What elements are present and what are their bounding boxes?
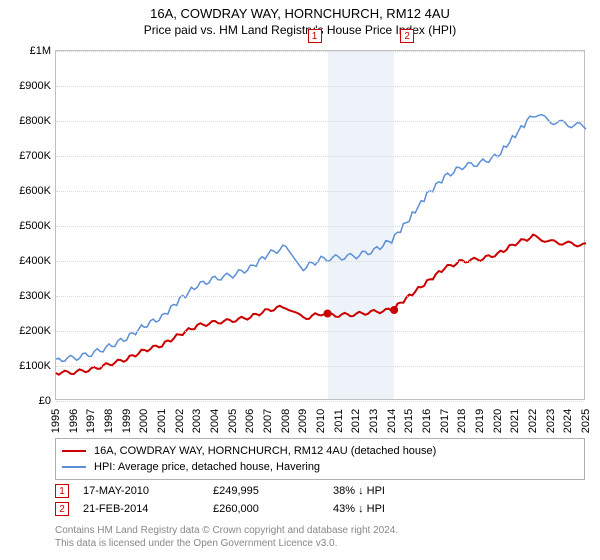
- series-hpi: [56, 115, 586, 362]
- x-axis-label: 2006: [244, 409, 256, 433]
- sales-marker: 2: [55, 502, 69, 516]
- title-block: 16A, COWDRAY WAY, HORNCHURCH, RM12 4AU P…: [0, 0, 600, 37]
- legend-box: 16A, COWDRAY WAY, HORNCHURCH, RM12 4AU (…: [55, 438, 585, 480]
- gridline: [56, 156, 584, 157]
- x-axis-label: 2025: [580, 409, 592, 433]
- gridline: [56, 86, 584, 87]
- chart-container: 16A, COWDRAY WAY, HORNCHURCH, RM12 4AU P…: [0, 0, 600, 560]
- y-axis-label: £800K: [6, 115, 51, 127]
- x-axis-label: 2003: [191, 409, 203, 433]
- x-axis-label: 2004: [209, 409, 221, 433]
- x-axis-label: 2005: [227, 409, 239, 433]
- y-axis-label: £700K: [6, 150, 51, 162]
- gridline: [56, 51, 584, 52]
- footer-line-1: Contains HM Land Registry data © Crown c…: [55, 524, 585, 537]
- chart-title: 16A, COWDRAY WAY, HORNCHURCH, RM12 4AU: [0, 6, 600, 21]
- x-axis-label: 1995: [50, 409, 62, 433]
- x-axis-label: 2020: [492, 409, 504, 433]
- legend-label: HPI: Average price, detached house, Have…: [94, 461, 320, 473]
- gridline: [56, 121, 584, 122]
- x-axis-label: 2008: [280, 409, 292, 433]
- gridline: [56, 261, 584, 262]
- x-axis-label: 2012: [350, 409, 362, 433]
- x-axis-label: 2023: [545, 409, 557, 433]
- y-axis-label: £200K: [6, 325, 51, 337]
- x-axis-label: 1999: [121, 409, 133, 433]
- sale-dot: [324, 310, 332, 318]
- x-axis-label: 2017: [439, 409, 451, 433]
- sales-price: £260,000: [213, 503, 333, 515]
- legend-row: 16A, COWDRAY WAY, HORNCHURCH, RM12 4AU (…: [62, 443, 578, 459]
- x-axis-label: 2007: [262, 409, 274, 433]
- sales-date: 17-MAY-2010: [83, 485, 213, 497]
- x-axis-label: 1997: [85, 409, 97, 433]
- y-axis-label: £400K: [6, 255, 51, 267]
- x-axis-label: 2016: [421, 409, 433, 433]
- sales-marker: 1: [55, 484, 69, 498]
- y-axis-label: £500K: [6, 220, 51, 232]
- x-axis-label: 2013: [368, 409, 380, 433]
- sale-marker-label: 1: [308, 29, 322, 43]
- x-axis-label: 2009: [297, 409, 309, 433]
- sales-table: 1 17-MAY-2010£249,99538% ↓ HPI 2 21-FEB-201…: [55, 482, 585, 518]
- x-axis-label: 2015: [403, 409, 415, 433]
- gridline: [56, 366, 584, 367]
- legend-swatch: [62, 466, 86, 468]
- legend-swatch: [62, 450, 86, 452]
- sales-date: 21-FEB-2014: [83, 503, 213, 515]
- x-axis-label: 2002: [174, 409, 186, 433]
- y-axis-label: £600K: [6, 185, 51, 197]
- sale-marker-label: 2: [400, 29, 414, 43]
- y-axis-label: £900K: [6, 80, 51, 92]
- chart-svg: [56, 51, 584, 399]
- y-axis-label: £300K: [6, 290, 51, 302]
- footer-line-2: This data is licensed under the Open Gov…: [55, 537, 585, 550]
- sale-dot: [390, 306, 398, 314]
- x-axis-label: 1998: [103, 409, 115, 433]
- sales-price: £249,995: [213, 485, 333, 497]
- gridline: [56, 191, 584, 192]
- x-axis-label: 2011: [333, 409, 345, 433]
- gridline: [56, 331, 584, 332]
- x-axis-label: 2019: [474, 409, 486, 433]
- chart-area: £0£100K£200K£300K£400K£500K£600K£700K£80…: [55, 50, 585, 400]
- footer-attribution: Contains HM Land Registry data © Crown c…: [55, 524, 585, 550]
- x-axis-label: 2021: [509, 409, 521, 433]
- x-axis-label: 2024: [562, 409, 574, 433]
- gridline: [56, 296, 584, 297]
- x-axis-label: 2000: [138, 409, 150, 433]
- chart-subtitle: Price paid vs. HM Land Registry's House …: [0, 23, 600, 37]
- sales-row: 1 17-MAY-2010£249,99538% ↓ HPI: [55, 482, 585, 500]
- gridline: [56, 401, 584, 402]
- x-axis-label: 2010: [315, 409, 327, 433]
- y-axis-label: £1M: [6, 45, 51, 57]
- x-axis-label: 2001: [156, 409, 168, 433]
- x-axis-label: 2014: [386, 409, 398, 433]
- x-axis-label: 2018: [456, 409, 468, 433]
- legend-row: HPI: Average price, detached house, Have…: [62, 459, 578, 475]
- x-axis-label: 1996: [68, 409, 80, 433]
- sales-diff: 38% ↓ HPI: [333, 485, 433, 497]
- y-axis-label: £100K: [6, 360, 51, 372]
- legend-label: 16A, COWDRAY WAY, HORNCHURCH, RM12 4AU (…: [94, 445, 436, 457]
- sales-diff: 43% ↓ HPI: [333, 503, 433, 515]
- y-axis-label: £0: [6, 395, 51, 407]
- sales-row: 2 21-FEB-2014£260,00043% ↓ HPI: [55, 500, 585, 518]
- x-axis-label: 2022: [527, 409, 539, 433]
- gridline: [56, 226, 584, 227]
